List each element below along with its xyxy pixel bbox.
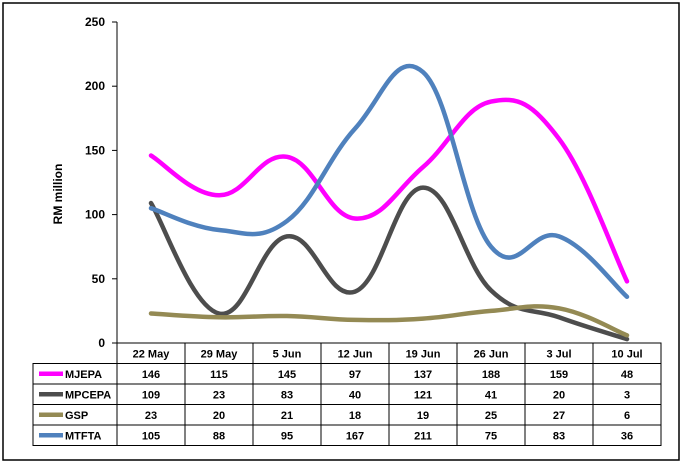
data-table: 22 May 29 May 5 Jun 12 Jun 19 Jun 26 Jun 3 Jul…	[32, 342, 662, 446]
data-label: 19	[417, 410, 429, 422]
y-tick-label: 50	[92, 272, 106, 286]
data-label: 159	[550, 369, 568, 381]
data-label: 3	[624, 389, 630, 401]
data-label: 115	[210, 369, 228, 381]
data-label: 23	[145, 410, 157, 422]
data-label: 88	[213, 430, 225, 442]
data-label: 83	[281, 389, 293, 401]
legend-label: MJEPA	[65, 369, 102, 381]
data-label: 21	[281, 410, 293, 422]
x-category-label: 5 Jun	[273, 348, 302, 360]
data-label: 83	[553, 430, 565, 442]
data-label: 95	[281, 430, 293, 442]
x-category-label: 10 Jul	[611, 348, 642, 360]
data-label: 48	[621, 369, 633, 381]
data-label: 25	[485, 410, 497, 422]
x-category-label: 19 Jun	[406, 348, 441, 360]
data-label: 41	[485, 389, 497, 401]
y-tick-label: 100	[85, 208, 105, 222]
data-label: 105	[142, 430, 160, 442]
data-label: 36	[621, 430, 633, 442]
data-label: 75	[485, 430, 497, 442]
x-category-label: 26 Jun	[474, 348, 509, 360]
y-tick-label: 250	[85, 15, 105, 29]
y-tick-label: 0	[98, 336, 105, 350]
x-category-label: 3 Jul	[546, 348, 571, 360]
data-label: 188	[482, 369, 500, 381]
legend-label: MTFTA	[65, 430, 102, 442]
legend-label: GSP	[65, 410, 88, 422]
data-label: 27	[553, 410, 565, 422]
data-label: 20	[213, 410, 225, 422]
y-tick-label: 200	[85, 79, 105, 93]
x-category-label: 22 May	[133, 348, 171, 360]
data-label: 23	[213, 389, 225, 401]
data-label: 121	[414, 389, 432, 401]
data-label: 109	[142, 389, 160, 401]
data-label: 18	[349, 410, 361, 422]
table-cell	[592, 424, 662, 446]
series-line-mtfta	[148, 63, 630, 300]
series-line-gsp	[148, 304, 630, 338]
data-label: 167	[346, 430, 364, 442]
data-label: 40	[349, 389, 361, 401]
data-label: 145	[278, 369, 296, 381]
data-label: 20	[553, 389, 565, 401]
legend-label: MPCEPA	[65, 389, 111, 401]
data-label: 137	[414, 369, 432, 381]
data-label: 211	[414, 430, 432, 442]
series-line-mpcepa	[148, 185, 630, 342]
x-category-label: 12 Jun	[338, 348, 373, 360]
data-label: 97	[349, 369, 361, 381]
series-line-mjepa	[148, 97, 630, 284]
series-layer	[148, 63, 630, 342]
data-label: 6	[624, 410, 630, 422]
data-label: 146	[142, 369, 160, 381]
axis-layer: 0 50 100 150 200 250	[85, 15, 118, 350]
x-category-label: 29 May	[201, 348, 239, 360]
y-axis-label: RM million	[51, 164, 65, 225]
y-tick-label: 150	[85, 143, 105, 157]
